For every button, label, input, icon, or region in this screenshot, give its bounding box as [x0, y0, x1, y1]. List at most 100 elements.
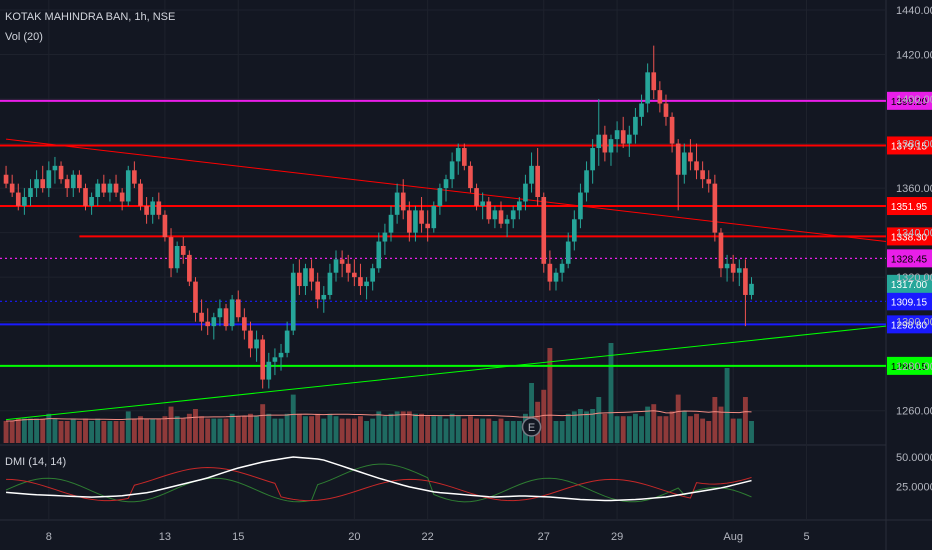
volume-bar	[284, 413, 290, 443]
volume-bar	[498, 418, 504, 443]
volume-ma-line	[6, 410, 752, 422]
volume-bar	[474, 418, 479, 443]
volume-bar	[199, 416, 205, 443]
candle-body	[700, 170, 705, 180]
level-tag-bg	[887, 91, 932, 110]
price-tick-label: 1420.00	[896, 50, 932, 62]
volume-bar	[706, 421, 712, 443]
current-price-tag	[887, 274, 932, 293]
candle-body	[449, 161, 455, 180]
volume-bar	[700, 418, 706, 443]
candle-body	[248, 330, 253, 349]
candle-body	[217, 308, 223, 318]
candle-body	[400, 192, 406, 211]
volume-bar	[614, 416, 620, 443]
dmi-indicator-label[interactable]: DMI (14, 14)	[5, 456, 67, 468]
time-tick-label: 8	[46, 531, 52, 543]
candle-body	[125, 170, 131, 202]
candle-body	[168, 237, 174, 269]
volume-bar	[351, 418, 357, 443]
candle-body	[211, 317, 217, 327]
time-tick-label: 22	[422, 531, 434, 543]
volume-bar	[394, 411, 400, 443]
volume-bar	[119, 421, 125, 443]
volume-bar	[400, 411, 406, 443]
current-price-label: 1317.00	[891, 280, 928, 291]
candle-body	[3, 174, 9, 184]
level-tag-bg	[887, 136, 932, 155]
candle-body	[266, 361, 272, 380]
candle-body	[370, 268, 375, 282]
candle-body	[260, 339, 266, 380]
candle-body	[480, 201, 485, 206]
candle-body	[113, 183, 119, 193]
volume-bar	[101, 421, 107, 443]
earnings-marker-circle[interactable]	[521, 417, 542, 437]
candle-body	[235, 299, 241, 318]
volume-bar	[21, 418, 27, 443]
candle-body	[101, 183, 107, 193]
time-axis[interactable]: 8 13 15 20 22 27 29 Aug 5	[46, 531, 810, 543]
candle-body	[284, 330, 290, 353]
volume-bar	[52, 418, 58, 443]
time-tick-label: 27	[538, 531, 550, 543]
volume-bar	[174, 416, 180, 443]
volume-bar	[736, 418, 742, 443]
volume-bar	[486, 418, 492, 443]
volume-bar	[162, 416, 168, 443]
candle-body	[119, 192, 125, 202]
candle-body	[431, 205, 437, 229]
volume-bar	[34, 418, 40, 443]
volume-bar	[205, 418, 211, 443]
candle-body	[517, 201, 522, 211]
volume-bar	[657, 416, 663, 443]
volume-bar	[327, 413, 333, 443]
volume-bar	[358, 416, 363, 443]
candle-body	[749, 283, 754, 295]
candle-body	[297, 272, 302, 287]
volume-bar	[333, 416, 339, 443]
price-axis[interactable]: 1440.00 1420.00 1400.00 1380.00 1360.00 1340.…	[896, 5, 932, 418]
volume-bar	[345, 418, 351, 443]
level-tag-label: 1379.15	[891, 141, 928, 152]
volume-bar	[180, 418, 186, 443]
volume-indicator-label[interactable]: Vol (20)	[5, 31, 43, 43]
dmi-tick-label: 25.0000	[896, 481, 932, 493]
volume-bar	[608, 343, 614, 443]
candle-body	[584, 170, 589, 193]
volume-bar	[694, 413, 699, 443]
candle-body	[718, 232, 724, 269]
candle-body	[199, 312, 204, 322]
volume-bar	[168, 406, 174, 443]
candle-body	[535, 165, 540, 198]
volume-bar	[419, 413, 425, 443]
volume-bar	[138, 416, 143, 443]
volume-bar	[235, 416, 241, 443]
earnings-marker[interactable]: E	[521, 417, 542, 437]
candle-body	[523, 183, 528, 202]
time-tick-label: 5	[803, 531, 809, 543]
volume-bar	[364, 421, 370, 443]
level-tag-bg	[887, 315, 932, 334]
candle-body	[15, 192, 21, 206]
volume-bar	[724, 368, 730, 443]
volume-bar	[681, 411, 687, 443]
adx-line	[5, 456, 752, 502]
candle-body	[187, 254, 192, 282]
candle-body	[681, 152, 687, 175]
candle-body	[333, 259, 339, 273]
volume-bar	[480, 418, 486, 443]
candle-body	[9, 183, 15, 193]
volume-bar	[266, 413, 272, 443]
candle-body	[132, 170, 137, 184]
time-tick-label: 29	[611, 531, 623, 543]
volume-bar	[639, 416, 644, 443]
candle-body	[303, 268, 308, 287]
level-tag-label: 1351.95	[891, 202, 928, 213]
time-tick-label: 15	[232, 531, 244, 543]
symbol-title[interactable]: KOTAK MAHINDRA BAN, 1h, NSE	[5, 11, 176, 23]
candle-body	[413, 210, 418, 233]
volume-bar	[290, 394, 296, 443]
volume-bar	[461, 418, 467, 443]
